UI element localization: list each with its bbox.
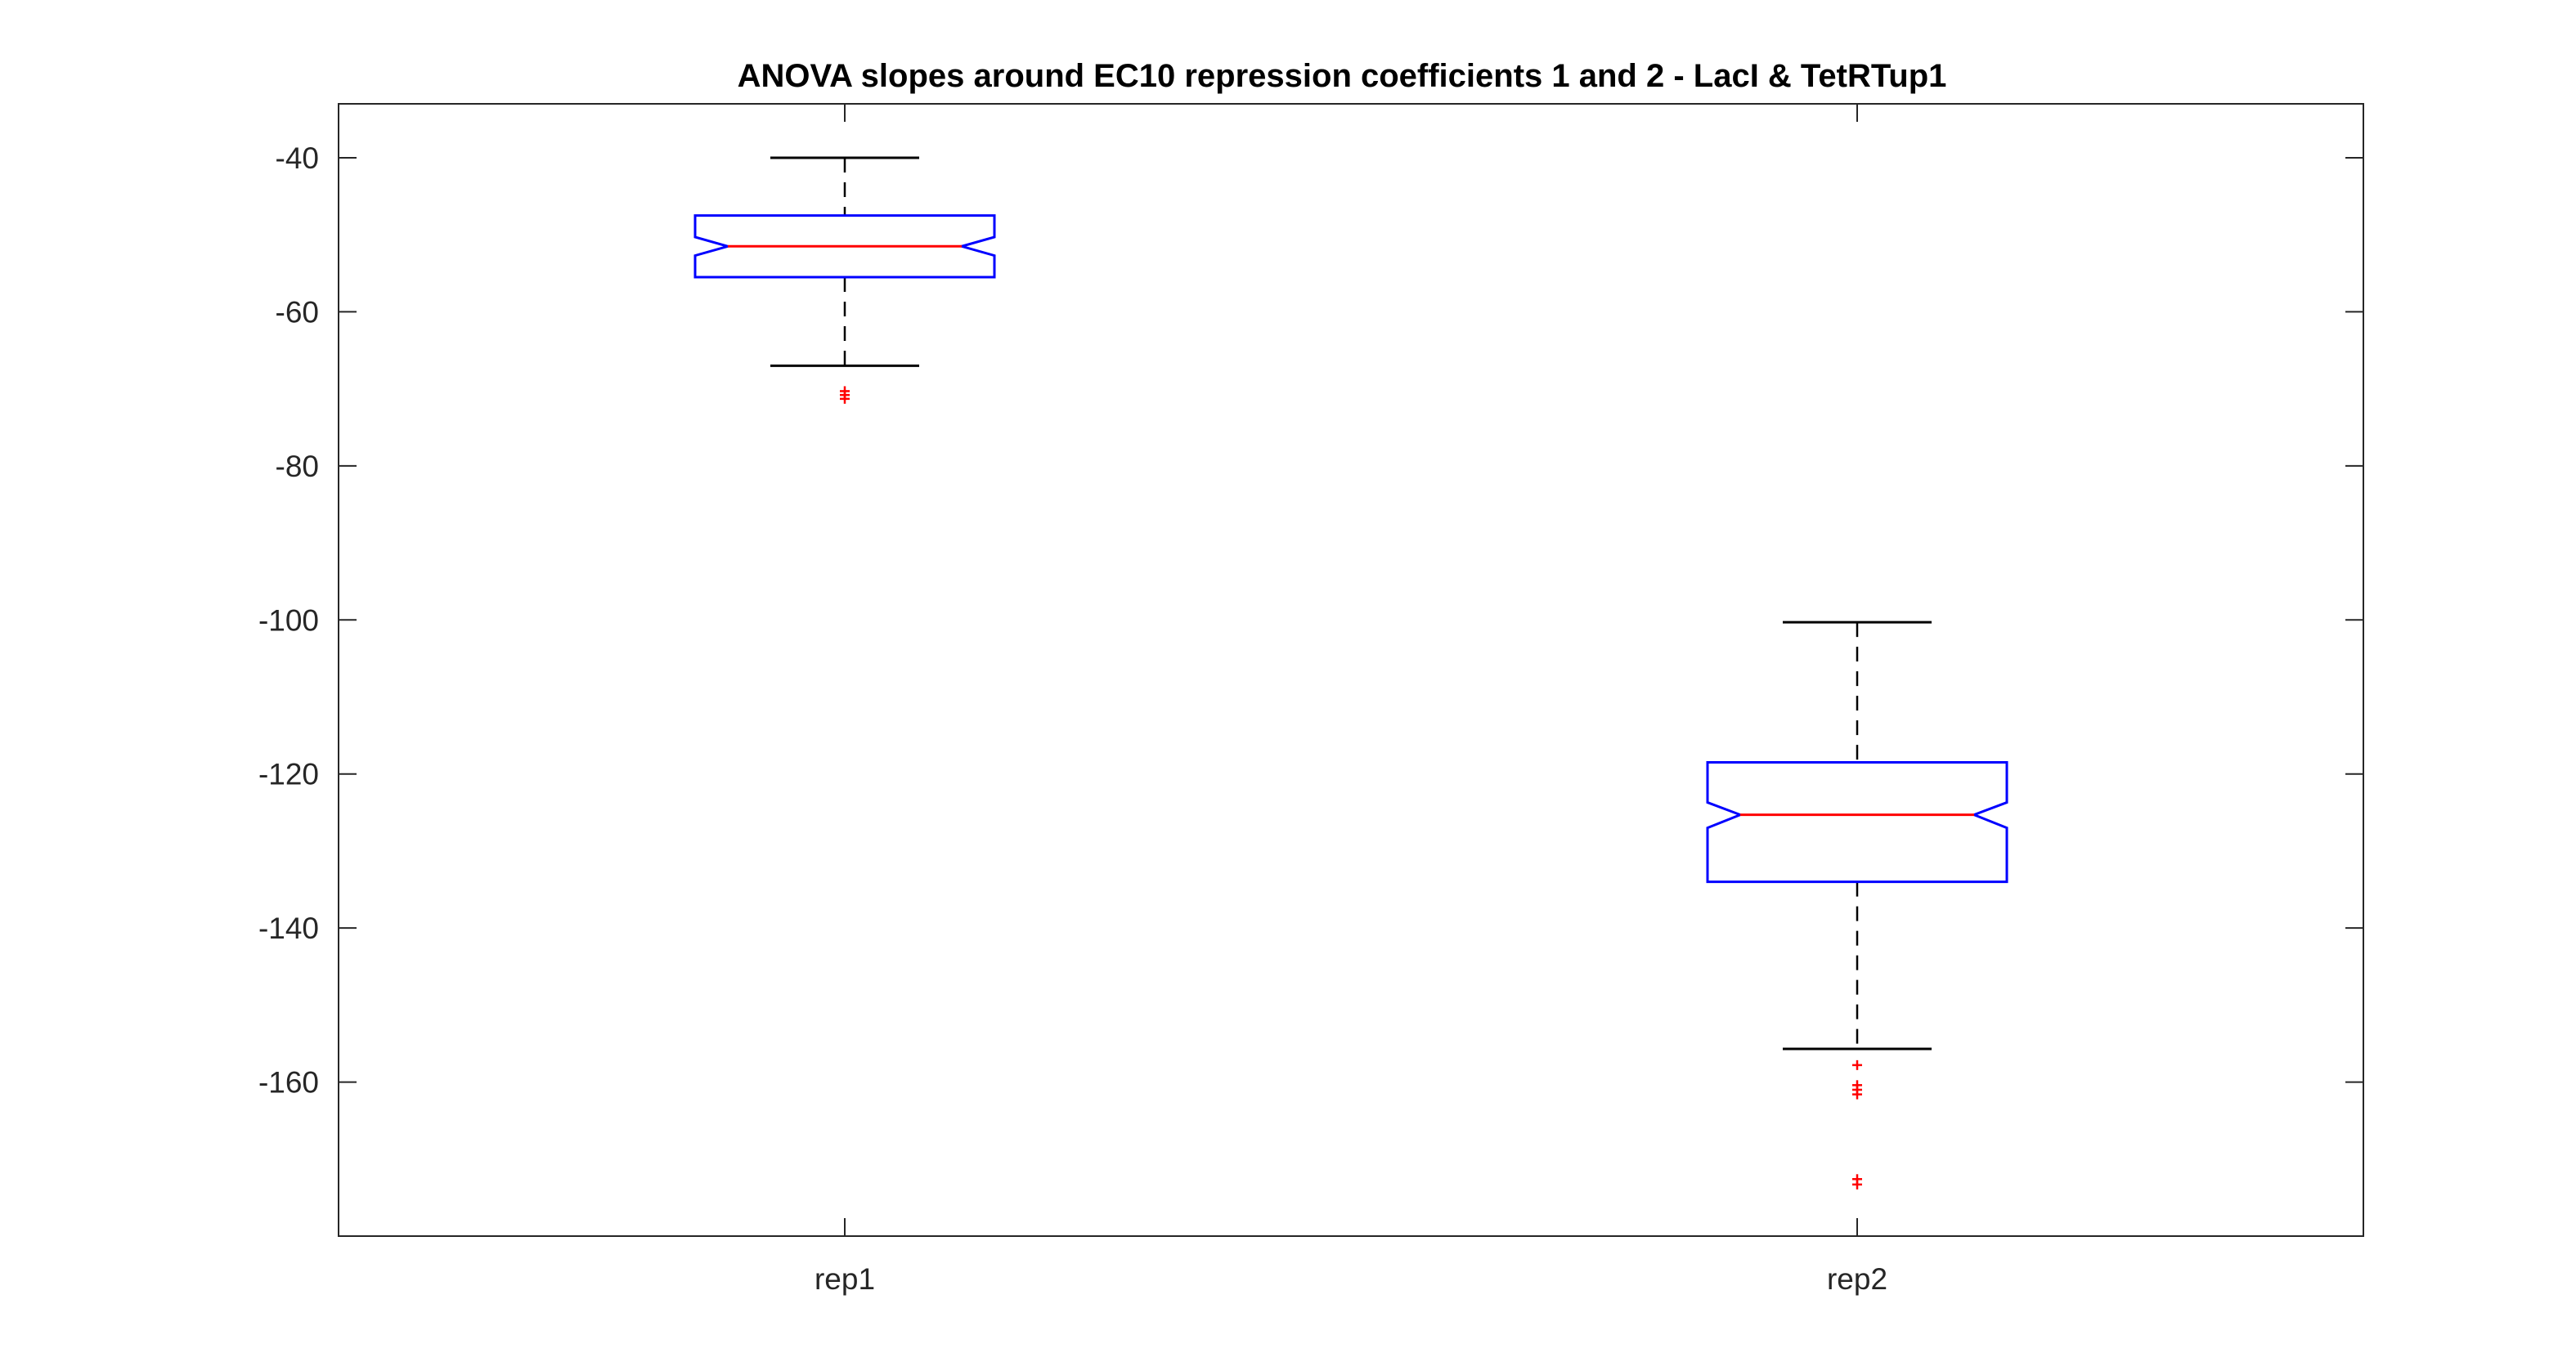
box-rep2 [1706, 621, 2008, 1190]
x-tick-labels: rep1 rep2 [815, 1262, 1887, 1296]
chart-title: ANOVA slopes around EC10 repression coef… [738, 58, 1947, 94]
y-tick-label: -100 [258, 603, 319, 637]
y-tick-label: -120 [258, 758, 319, 791]
x-tick-label: rep1 [815, 1262, 875, 1296]
y-tick-labels: -40 -60 -80 -100 -120 -140 -160 [258, 141, 319, 1100]
outlier-marker [1852, 1089, 1862, 1100]
plot-frame [338, 103, 2364, 1237]
y-tick-label: -60 [276, 295, 319, 329]
box-notched [693, 214, 996, 279]
y-tick-label: -40 [276, 141, 319, 175]
box-notched [1706, 761, 2008, 884]
y-tick-label: -80 [276, 450, 319, 483]
boxplot-series [693, 156, 2008, 1190]
tick-marks [339, 104, 2363, 1236]
x-tick-label: rep2 [1827, 1262, 1887, 1296]
y-tick-label: -160 [258, 1066, 319, 1100]
outlier-marker [1852, 1179, 1862, 1190]
y-tick-label: -140 [258, 912, 319, 945]
outlier-marker [840, 393, 850, 404]
axes [338, 103, 2364, 1237]
box-rep1 [693, 156, 996, 404]
outlier-marker [1852, 1060, 1862, 1070]
